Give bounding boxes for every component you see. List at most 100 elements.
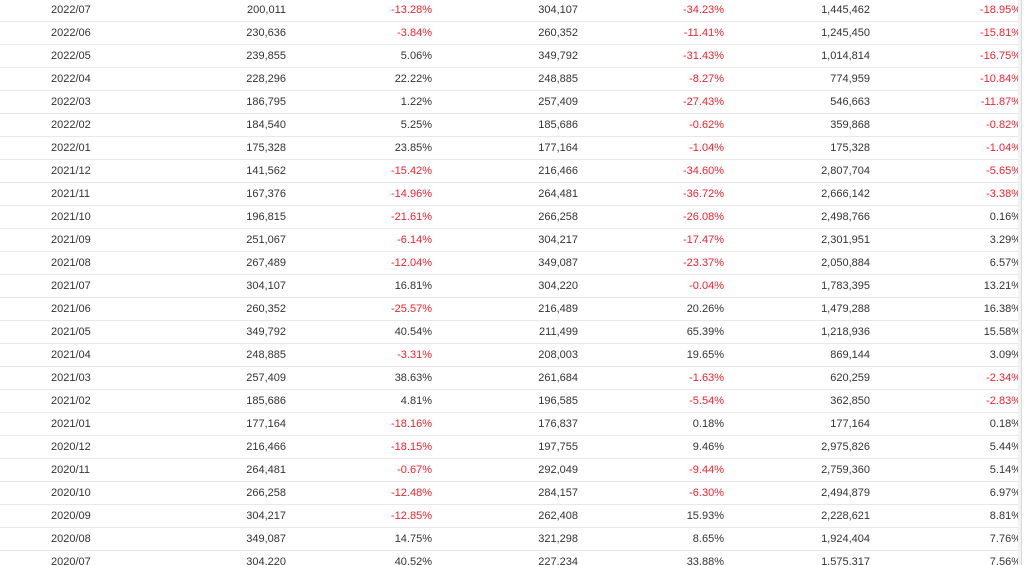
cumulative-change-cell: -3.38% bbox=[870, 182, 1021, 206]
table-row: 2021/01 177,164 -18.16% 176,837 0.18% 177,164… bbox=[0, 412, 1021, 436]
value-a-cell: 141,562 bbox=[146, 159, 286, 183]
date-cell: 2022/04 bbox=[0, 67, 146, 91]
cumulative-cell: 869,144 bbox=[724, 343, 870, 367]
change-b-cell: 15.93% bbox=[578, 504, 724, 528]
change-a-cell: -12.85% bbox=[286, 504, 432, 528]
value-a-cell: 260,352 bbox=[146, 297, 286, 321]
value-a-cell: 177,164 bbox=[146, 412, 286, 436]
table-row: 2021/07 304,107 16.81% 304,220 -0.04% 1,783,3… bbox=[0, 274, 1021, 298]
value-a-cell: 200,011 bbox=[146, 0, 286, 22]
change-a-cell: -0.67% bbox=[286, 458, 432, 482]
value-b-cell: 176,837 bbox=[432, 412, 578, 436]
cumulative-change-cell: 5.44% bbox=[870, 435, 1021, 459]
cumulative-cell: 1,783,395 bbox=[724, 274, 870, 298]
cumulative-cell: 2,807,704 bbox=[724, 159, 870, 183]
date-cell: 2021/09 bbox=[0, 228, 146, 252]
change-a-cell: 5.25% bbox=[286, 113, 432, 137]
cumulative-change-cell: -2.34% bbox=[870, 366, 1021, 390]
date-cell: 2020/10 bbox=[0, 481, 146, 505]
value-b-cell: 304,217 bbox=[432, 228, 578, 252]
change-a-cell: -6.14% bbox=[286, 228, 432, 252]
table-row: 2021/11 167,376 -14.96% 264,481 -36.72% 2,666… bbox=[0, 182, 1021, 206]
table-row: 2020/12 216,466 -18.15% 197,755 9.46% 2,975,8… bbox=[0, 435, 1021, 459]
date-cell: 2020/07 bbox=[0, 550, 146, 565]
cumulative-cell: 1,218,936 bbox=[724, 320, 870, 344]
table-row: 2020/09 304,217 -12.85% 262,408 15.93% 2,228,… bbox=[0, 504, 1021, 528]
cumulative-cell: 2,975,826 bbox=[724, 435, 870, 459]
cumulative-cell: 1,924,404 bbox=[724, 527, 870, 551]
change-b-cell: -0.04% bbox=[578, 274, 724, 298]
cumulative-change-cell: 3.29% bbox=[870, 228, 1021, 252]
change-a-cell: -25.57% bbox=[286, 297, 432, 321]
value-b-cell: 304,220 bbox=[432, 274, 578, 298]
vertical-scrollbar[interactable] bbox=[1018, 0, 1021, 565]
change-a-cell: 40.54% bbox=[286, 320, 432, 344]
value-a-cell: 184,540 bbox=[146, 113, 286, 137]
cumulative-cell: 546,663 bbox=[724, 90, 870, 114]
cumulative-cell: 1,014,814 bbox=[724, 44, 870, 68]
value-b-cell: 262,408 bbox=[432, 504, 578, 528]
value-b-cell: 216,466 bbox=[432, 159, 578, 183]
value-a-cell: 239,855 bbox=[146, 44, 286, 68]
cumulative-change-cell: 7.76% bbox=[870, 527, 1021, 551]
value-a-cell: 304,107 bbox=[146, 274, 286, 298]
change-b-cell: -26.08% bbox=[578, 205, 724, 229]
change-a-cell: 16.81% bbox=[286, 274, 432, 298]
cumulative-cell: 2,301,951 bbox=[724, 228, 870, 252]
change-a-cell: 5.06% bbox=[286, 44, 432, 68]
change-a-cell: -14.96% bbox=[286, 182, 432, 206]
table-row: 2022/03 186,795 1.22% 257,409 -27.43% 546,663… bbox=[0, 90, 1021, 114]
cumulative-cell: 2,498,766 bbox=[724, 205, 870, 229]
value-b-cell: 248,885 bbox=[432, 67, 578, 91]
cumulative-change-cell: -11.87% bbox=[870, 90, 1021, 114]
change-b-cell: 8.65% bbox=[578, 527, 724, 551]
date-cell: 2021/11 bbox=[0, 182, 146, 206]
change-b-cell: 20.26% bbox=[578, 297, 724, 321]
cumulative-cell: 362,850 bbox=[724, 389, 870, 413]
change-b-cell: 19.65% bbox=[578, 343, 724, 367]
cumulative-cell: 2,494,879 bbox=[724, 481, 870, 505]
cumulative-change-cell: -2.83% bbox=[870, 389, 1021, 413]
date-cell: 2022/01 bbox=[0, 136, 146, 160]
value-a-cell: 304,217 bbox=[146, 504, 286, 528]
value-a-cell: 175,328 bbox=[146, 136, 286, 160]
cumulative-cell: 2,666,142 bbox=[724, 182, 870, 206]
change-b-cell: 65.39% bbox=[578, 320, 724, 344]
change-a-cell: -3.31% bbox=[286, 343, 432, 367]
cumulative-change-cell: -1.04% bbox=[870, 136, 1021, 160]
cumulative-change-cell: -0.82% bbox=[870, 113, 1021, 137]
value-a-cell: 228,296 bbox=[146, 67, 286, 91]
date-cell: 2021/01 bbox=[0, 412, 146, 436]
change-a-cell: 4.81% bbox=[286, 389, 432, 413]
change-a-cell: -18.16% bbox=[286, 412, 432, 436]
date-cell: 2020/11 bbox=[0, 458, 146, 482]
date-cell: 2020/08 bbox=[0, 527, 146, 551]
value-a-cell: 216,466 bbox=[146, 435, 286, 459]
cumulative-cell: 177,164 bbox=[724, 412, 870, 436]
change-a-cell: 1.22% bbox=[286, 90, 432, 114]
value-b-cell: 321,298 bbox=[432, 527, 578, 551]
cumulative-change-cell: 0.18% bbox=[870, 412, 1021, 436]
table-row: 2022/06 230,636 -3.84% 260,352 -11.41% 1,245,… bbox=[0, 21, 1021, 45]
date-cell: 2021/03 bbox=[0, 366, 146, 390]
cumulative-cell: 359,868 bbox=[724, 113, 870, 137]
change-a-cell: -21.61% bbox=[286, 205, 432, 229]
cumulative-change-cell: 3.09% bbox=[870, 343, 1021, 367]
change-b-cell: 9.46% bbox=[578, 435, 724, 459]
table-row: 2021/10 196,815 -21.61% 266,258 -26.08% 2,498… bbox=[0, 205, 1021, 229]
value-a-cell: 267,489 bbox=[146, 251, 286, 275]
change-b-cell: -0.62% bbox=[578, 113, 724, 137]
value-b-cell: 264,481 bbox=[432, 182, 578, 206]
cumulative-change-cell: -18.95% bbox=[870, 0, 1021, 22]
value-a-cell: 196,815 bbox=[146, 205, 286, 229]
date-cell: 2022/02 bbox=[0, 113, 146, 137]
date-cell: 2021/10 bbox=[0, 205, 146, 229]
change-a-cell: -18.15% bbox=[286, 435, 432, 459]
change-a-cell: 40.52% bbox=[286, 550, 432, 565]
change-a-cell: -12.04% bbox=[286, 251, 432, 275]
value-b-cell: 196,585 bbox=[432, 389, 578, 413]
value-b-cell: 185,686 bbox=[432, 113, 578, 137]
date-cell: 2020/09 bbox=[0, 504, 146, 528]
